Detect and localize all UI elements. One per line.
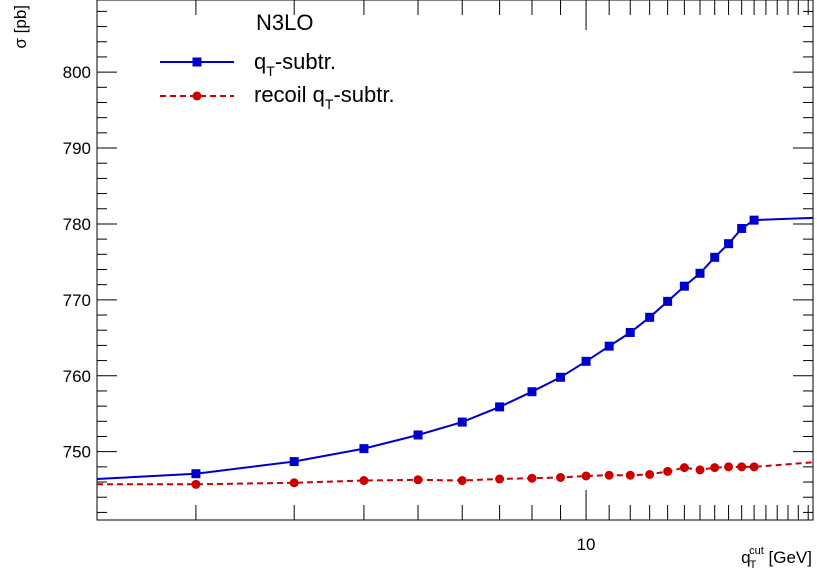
data-point-circle <box>191 479 201 489</box>
data-point-circle <box>724 462 734 472</box>
data-point-circle <box>645 469 655 479</box>
data-point-circle <box>695 465 705 475</box>
data-point-circle <box>749 462 759 472</box>
data-point-square <box>695 268 705 278</box>
legend-entry-qt-subtr-pre: q <box>254 49 266 74</box>
data-point-square <box>749 215 759 225</box>
tick-labels: 750 760 770 780 790 800 10 <box>63 63 596 554</box>
axis-ticks <box>97 0 813 520</box>
data-point-circle <box>663 466 673 476</box>
data-point-circle <box>556 472 566 482</box>
series-layer <box>96 215 814 489</box>
data-point-circle <box>359 476 369 486</box>
legend-entry-qt-subtr-post: -subtr. <box>275 49 336 74</box>
data-point-square <box>737 223 747 233</box>
data-point-circle <box>604 470 614 480</box>
data-point-square <box>724 239 734 249</box>
data-point-square <box>604 341 614 351</box>
data-point-square <box>359 444 369 454</box>
data-point-square <box>457 417 467 427</box>
data-point-circle <box>679 463 689 473</box>
x-axis-label: qTcut [GeV] <box>741 545 812 571</box>
data-point-square <box>625 327 635 337</box>
data-point-square <box>710 252 720 262</box>
data-point-circle <box>581 471 591 481</box>
legend-entry-recoil-qt-subtr: recoil qT-subtr. <box>254 82 395 112</box>
data-point-circle <box>413 475 423 485</box>
legend-marker-qt-subtr <box>192 57 202 67</box>
legend-marker-recoil-qt-subtr <box>192 91 202 101</box>
x-axis-label-main: q <box>741 548 750 567</box>
x-axis-label-sup: cut <box>749 545 764 557</box>
data-point-circle <box>289 478 299 488</box>
y-tick-label: 800 <box>63 63 91 82</box>
data-point-square <box>191 469 201 479</box>
data-point-circle <box>495 474 505 484</box>
legend-entry-qt-subtr: qT-subtr. <box>254 49 336 79</box>
x-axis-label-sub: T <box>750 559 757 571</box>
y-axis-label: σ [pb] <box>11 5 30 49</box>
legend-entry-recoil-qt-subtr-pre: recoil q <box>254 82 325 107</box>
data-point-square <box>663 296 673 306</box>
data-point-square <box>556 372 566 382</box>
data-point-square <box>289 457 299 467</box>
data-point-circle <box>710 463 720 473</box>
y-tick-label: 780 <box>63 215 91 234</box>
data-point-circle <box>737 462 747 472</box>
data-point-square <box>679 281 689 291</box>
legend-entry-recoil-qt-subtr-sub: T <box>325 96 334 112</box>
data-point-circle <box>625 470 635 480</box>
y-tick-label: 750 <box>63 443 91 462</box>
y-tick-label: 790 <box>63 139 91 158</box>
plot-frame <box>96 0 814 521</box>
legend: N3LO qT-subtr. recoil qT-subtr. <box>160 10 395 112</box>
data-point-square <box>645 312 655 322</box>
data-point-circle <box>527 473 537 483</box>
data-point-circle <box>457 476 467 486</box>
data-point-square <box>413 430 423 440</box>
x-axis-label-unit: [GeV] <box>764 548 812 567</box>
legend-header: N3LO <box>256 10 313 35</box>
legend-entry-qt-subtr-sub: T <box>266 63 275 79</box>
data-point-square <box>495 402 505 412</box>
data-point-square <box>527 387 537 397</box>
y-tick-label: 760 <box>63 367 91 386</box>
y-tick-label: 770 <box>63 291 91 310</box>
series-line-0 <box>96 216 814 480</box>
x-tick-label: 10 <box>577 535 596 554</box>
data-point-square <box>581 356 591 366</box>
legend-entry-recoil-qt-subtr-post: -subtr. <box>333 82 394 107</box>
